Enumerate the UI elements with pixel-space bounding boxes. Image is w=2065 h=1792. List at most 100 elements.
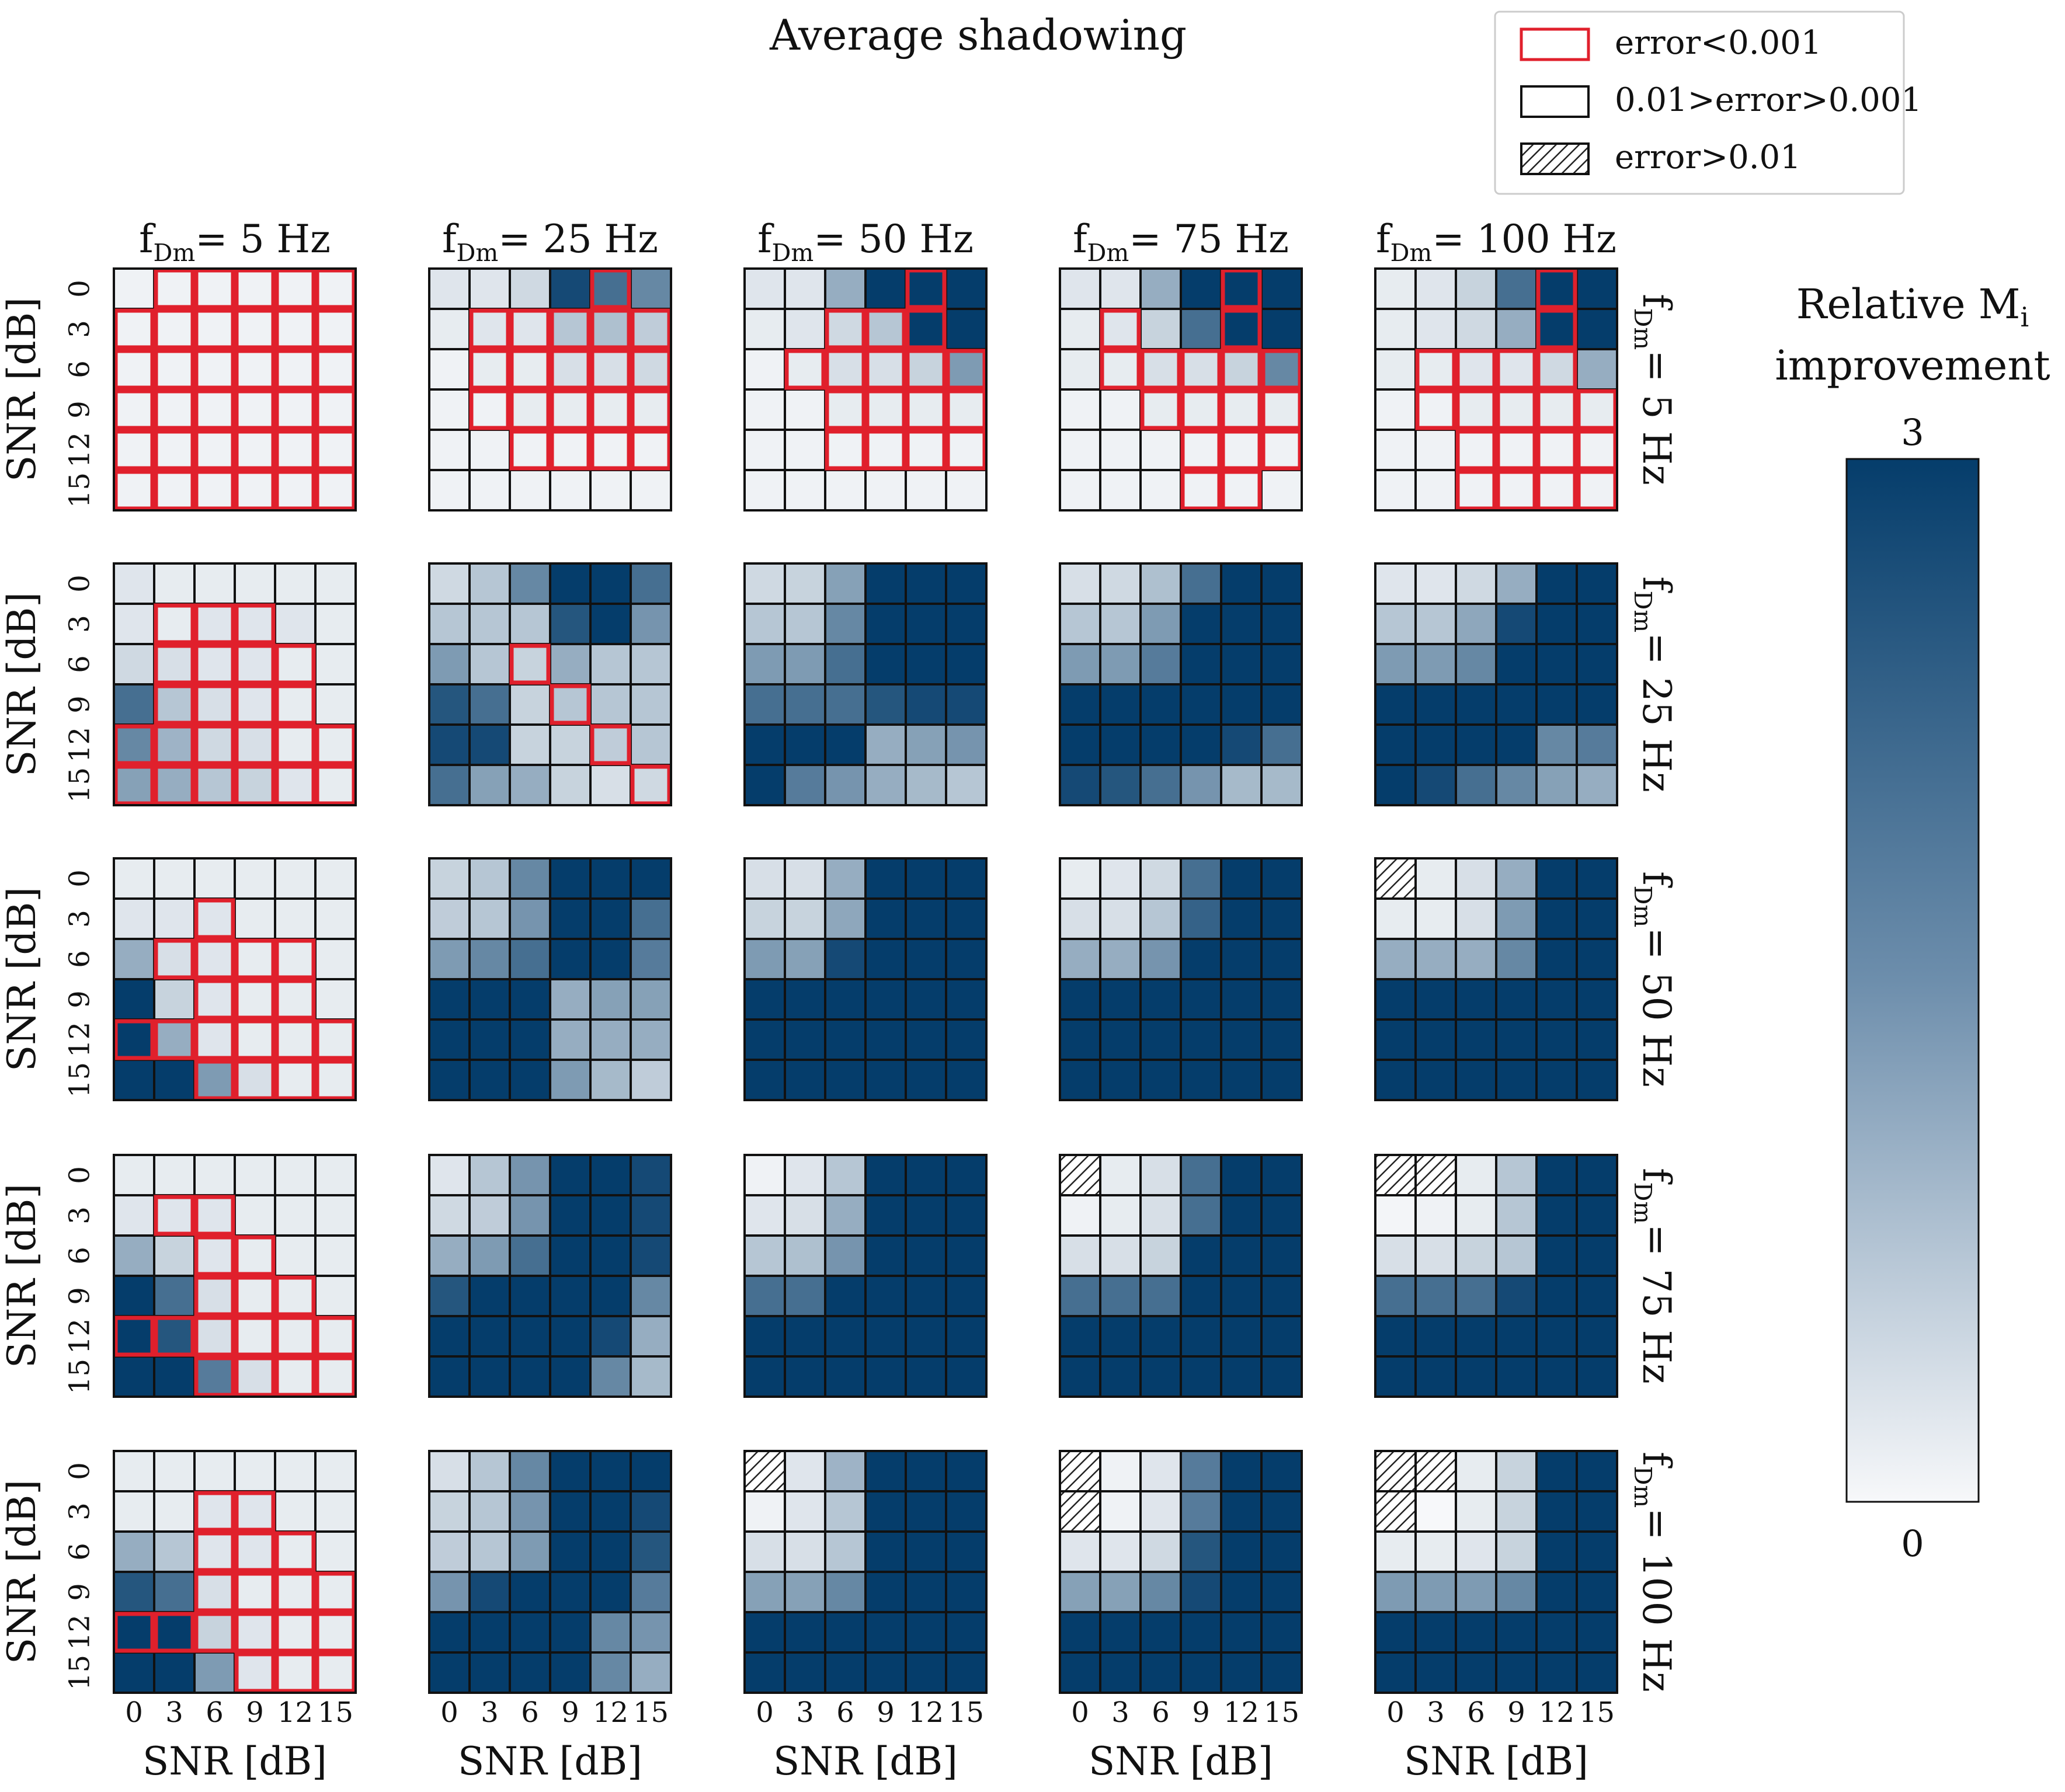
panel-frame <box>743 1450 988 1694</box>
heatmap-cell <box>1260 1355 1303 1398</box>
heatmap-cell <box>428 388 471 431</box>
heatmap-cell <box>743 429 786 471</box>
heatmap-cell <box>905 1059 947 1101</box>
heatmap-cell <box>428 267 471 310</box>
heatmap-cell <box>905 683 947 726</box>
heatmap-cell <box>1414 1571 1457 1613</box>
heatmap-cell <box>945 1530 988 1573</box>
heatmap-cell <box>905 1450 947 1492</box>
heatmap-cell <box>743 643 786 686</box>
heatmap-cell <box>824 267 867 310</box>
heatmap-cell <box>1495 1571 1538 1613</box>
x-tick-label: 3 <box>1111 1696 1129 1729</box>
heatmap-cell <box>1220 603 1263 645</box>
heatmap-cell <box>784 1490 826 1533</box>
heatmap-cell <box>428 1355 471 1398</box>
low-error-outline <box>274 643 316 685</box>
heatmap-cell <box>864 388 907 431</box>
column-label-1-rest: = 25 Hz <box>498 217 658 262</box>
x-tick-label: 0 <box>1071 1696 1089 1729</box>
heatmap-cell <box>905 897 947 940</box>
heatmap-cell <box>864 1490 907 1533</box>
heatmap-cell <box>589 1611 632 1654</box>
heatmap-cell <box>428 1490 471 1533</box>
panel-frame <box>428 562 672 806</box>
heatmap-cell <box>1576 1154 1618 1196</box>
low-error-outline <box>113 724 155 765</box>
heatmap-cell <box>824 643 867 686</box>
column-label-3-rest: = 75 Hz <box>1129 217 1289 262</box>
low-error-outline <box>234 1059 276 1101</box>
heatmap-cell <box>743 897 786 940</box>
heatmap-cell <box>1180 1450 1222 1492</box>
low-error-outline <box>234 268 276 309</box>
heatmap-cell <box>113 1450 155 1492</box>
low-error-outline <box>1455 389 1497 430</box>
hatched-cell <box>1414 1450 1457 1492</box>
heatmap-cell <box>1139 1611 1182 1654</box>
heatmap-cell <box>630 267 672 310</box>
heatmap-cell <box>1139 388 1182 431</box>
low-error-outline <box>194 643 235 685</box>
heatmap-cell <box>549 348 592 391</box>
heatmap-cell <box>630 1450 672 1492</box>
low-error-outline <box>630 349 672 390</box>
heatmap-cell <box>468 267 511 310</box>
low-error-outline <box>154 1195 195 1236</box>
heatmap-cell <box>509 1571 551 1613</box>
heatmap-cell <box>113 1154 155 1196</box>
panel-r4-c4 <box>1374 1450 1618 1694</box>
low-error-outline <box>1415 349 1456 390</box>
heatmap-cell <box>1139 857 1182 900</box>
low-error-outline <box>315 1652 356 1693</box>
heatmap-cell <box>1180 603 1222 645</box>
heatmap-cell <box>905 1018 947 1061</box>
heatmap-cell <box>1059 1275 1101 1317</box>
heatmap-cell <box>1220 978 1263 1021</box>
low-error-outline <box>274 764 316 806</box>
heatmap-cell <box>1059 348 1101 391</box>
heatmap-cell <box>234 897 276 940</box>
heatmap-cell <box>1220 764 1263 806</box>
heatmap-cell <box>153 1530 196 1573</box>
heatmap-cell <box>824 348 867 391</box>
y-tick-label: 9 <box>64 401 96 419</box>
heatmap-cell <box>468 1450 511 1492</box>
heatmap-cell <box>1059 1059 1101 1101</box>
heatmap-cell <box>589 1450 632 1492</box>
heatmap-cell <box>193 1234 236 1277</box>
heatmap-cell <box>428 1571 471 1613</box>
heatmap-cell <box>153 469 196 511</box>
heatmap-cell <box>1220 562 1263 605</box>
row-label-0-f: f <box>1634 294 1679 311</box>
heatmap-cell <box>1139 469 1182 511</box>
heatmap-cell <box>784 1355 826 1398</box>
heatmap-cell <box>784 764 826 806</box>
heatmap-cell <box>743 1194 786 1237</box>
low-error-outline <box>274 389 316 430</box>
heatmap-cell <box>784 978 826 1021</box>
heatmap-cell <box>1455 1275 1497 1317</box>
heatmap-cell <box>864 1194 907 1237</box>
y-tick-label: 6 <box>64 360 96 378</box>
panel-r3-c1 <box>428 1154 672 1398</box>
low-error-outline <box>234 643 276 685</box>
heatmap-cell <box>509 723 551 766</box>
heatmap-cell <box>1220 348 1263 391</box>
heatmap-cell <box>113 1234 155 1277</box>
heatmap-cell <box>549 603 592 645</box>
heatmap-cell <box>1180 469 1222 511</box>
heatmap-cell <box>1260 1611 1303 1654</box>
heatmap-cell <box>864 643 907 686</box>
heatmap-cell <box>1414 897 1457 940</box>
heatmap-cell <box>1139 683 1182 726</box>
y-tick-label: 6 <box>64 655 96 673</box>
heatmap-cell <box>274 683 317 726</box>
heatmap-cell <box>113 723 155 766</box>
heatmap-cell <box>1180 643 1222 686</box>
low-error-outline <box>905 349 947 390</box>
low-error-outline <box>194 684 235 725</box>
heatmap-cell <box>1374 1611 1417 1654</box>
low-error-outline <box>113 389 155 430</box>
legend: error<0.001 0.01>error>0.001 error>0.01 <box>1494 11 1922 195</box>
